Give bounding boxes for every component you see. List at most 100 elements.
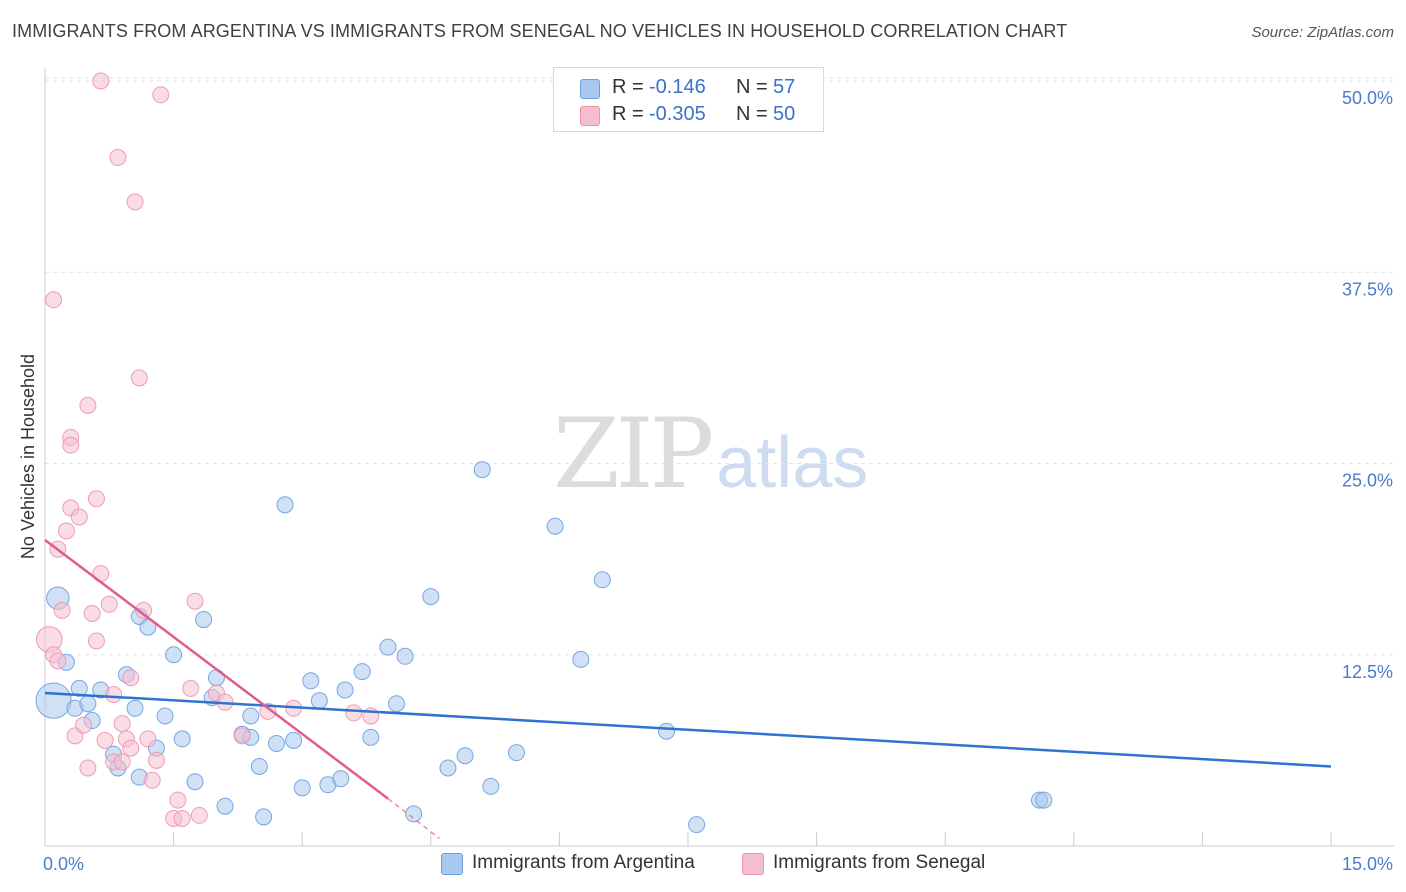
argentina-point <box>267 734 285 752</box>
senegal-point <box>126 193 144 211</box>
senegal-point <box>345 704 363 722</box>
legend-r-value: -0.305 <box>649 103 706 125</box>
source-credit: Source: ZipAtlas.com <box>1251 24 1394 41</box>
argentina-point <box>216 797 234 815</box>
argentina-point <box>293 779 311 797</box>
senegal-point <box>109 149 127 166</box>
argentina-point <box>79 695 97 713</box>
argentina-point <box>658 722 676 740</box>
senegal-point <box>83 604 101 622</box>
argentina-point <box>482 777 500 795</box>
series-label-argentina: Immigrants from Argentina <box>472 852 695 873</box>
argentina-point <box>242 707 260 725</box>
argentina-point <box>165 646 183 664</box>
argentina-point <box>255 808 273 826</box>
points-layer <box>35 72 1053 834</box>
legend-r-value: -0.146 <box>649 76 706 98</box>
series-label-senegal: Immigrants from Senegal <box>773 852 986 873</box>
argentina-trend-line <box>44 691 1332 768</box>
series-legend-senegal[interactable]: Immigrants from Senegal <box>742 851 1012 877</box>
senegal-point <box>259 702 277 720</box>
watermark-zip: ZIP <box>553 398 714 510</box>
watermark: ZIPatlas <box>553 398 868 510</box>
senegal-point <box>57 522 75 540</box>
senegal-point <box>139 730 157 748</box>
argentina-point <box>422 588 440 606</box>
senegal-point <box>105 686 123 704</box>
senegal-point <box>186 592 204 610</box>
argentina-point <box>285 731 303 749</box>
argentina-point <box>405 805 423 823</box>
senegal-point <box>135 601 153 619</box>
senegal-point <box>173 809 191 827</box>
senegal-point <box>143 771 161 789</box>
senegal-point <box>92 72 110 90</box>
argentina-point <box>379 638 397 656</box>
grid-layer <box>45 77 1394 656</box>
argentina-point <box>336 681 354 699</box>
argentina-point <box>473 461 491 479</box>
series-swatch-argentina <box>441 853 463 875</box>
correlation-legend: R = -0.146 N = 57 R = -0.305 N = 50 <box>553 67 824 132</box>
argentina-point <box>250 757 268 775</box>
legend-r-label: R = <box>612 76 644 98</box>
legend-swatch-argentina <box>580 79 600 99</box>
senegal-point <box>182 679 200 697</box>
argentina-point <box>439 759 457 777</box>
legend-n-label: N = <box>736 103 768 125</box>
senegal-point <box>113 715 131 733</box>
legend-n-label: N = <box>736 76 768 98</box>
legend-row-senegal: R = -0.305 N = 50 <box>554 101 823 129</box>
senegal-point <box>62 436 80 454</box>
senegal-point <box>87 490 105 508</box>
senegal-point <box>87 632 105 650</box>
argentina-point <box>546 517 564 535</box>
argentina-point <box>688 816 706 834</box>
senegal-trend-line <box>44 539 389 800</box>
senegal-point <box>190 806 208 824</box>
argentina-point <box>195 611 213 629</box>
y-tick-label: 12.5% <box>1342 662 1393 682</box>
legend-row-argentina: R = -0.146 N = 57 <box>554 74 823 102</box>
senegal-point <box>122 739 140 757</box>
legend-swatch-senegal <box>580 106 600 126</box>
argentina-point <box>572 650 590 668</box>
senegal-point <box>130 369 148 387</box>
argentina-point <box>388 695 406 713</box>
senegal-point <box>49 652 67 670</box>
y-axis-label: No Vehicles in Household <box>18 354 38 559</box>
argentina-point <box>593 571 611 589</box>
senegal-point <box>70 508 88 526</box>
senegal-point <box>152 86 170 104</box>
argentina-point <box>353 663 371 681</box>
series-swatch-senegal <box>742 853 764 875</box>
y-tick-label: 25.0% <box>1342 471 1393 491</box>
senegal-point <box>53 601 71 619</box>
argentina-point <box>35 682 72 719</box>
series-legend-argentina[interactable]: Immigrants from Argentina <box>441 851 721 877</box>
senegal-point <box>79 759 97 777</box>
senegal-point <box>79 396 97 414</box>
y-tick-label: 50.0% <box>1342 88 1393 108</box>
argentina-point <box>508 744 526 762</box>
senegal-point <box>169 791 187 809</box>
senegal-point <box>100 595 118 613</box>
argentina-point <box>173 730 191 748</box>
argentina-point <box>362 728 380 746</box>
argentina-point <box>126 699 144 717</box>
argentina-point <box>186 773 204 791</box>
argentina-point <box>310 692 328 710</box>
x-tick-label: 0.0% <box>43 854 84 874</box>
senegal-point <box>75 716 93 734</box>
label-layer: 12.5% 25.0% 37.5% 50.0% 0.0% 15.0% No Vehicles… <box>18 88 1393 874</box>
trend-layer <box>44 539 1332 839</box>
senegal-trend-extension <box>387 797 440 839</box>
argentina-point <box>396 647 414 665</box>
legend-n-value: 57 <box>773 76 796 98</box>
senegal-point <box>45 291 63 309</box>
x-tick-label: 15.0% <box>1342 854 1393 874</box>
argentina-point <box>332 770 350 788</box>
senegal-point <box>233 727 251 745</box>
senegal-point <box>147 751 165 769</box>
